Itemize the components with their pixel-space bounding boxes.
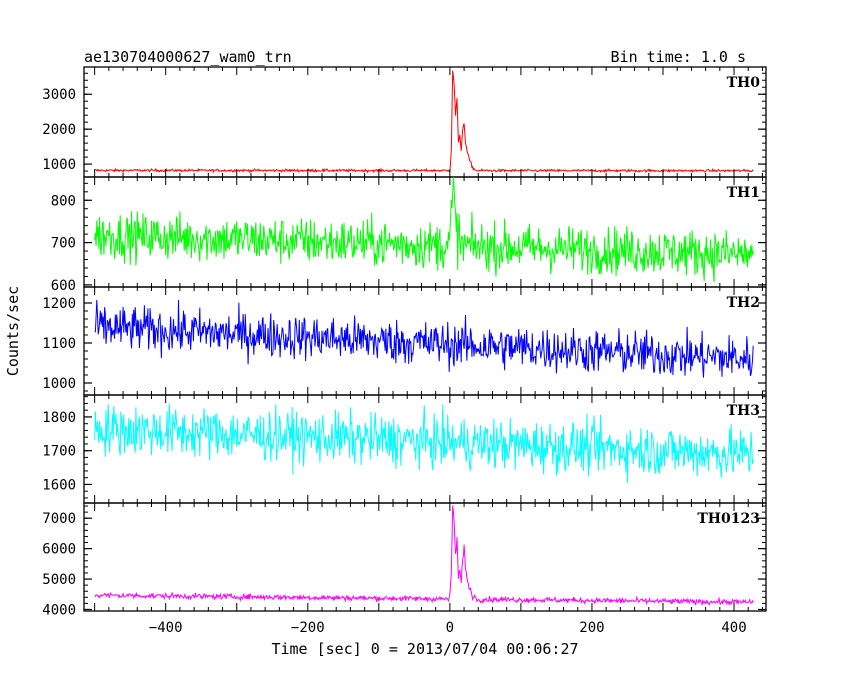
panel-label: TH1	[727, 185, 760, 201]
y-tick-label: 1800	[42, 410, 76, 426]
x-tick-label: −400	[149, 620, 183, 636]
y-tick-label: 800	[51, 193, 76, 209]
x-tick-label: −200	[291, 620, 325, 636]
y-tick-label: 1200	[42, 296, 76, 312]
x-axis: −400 −200 0 200 400	[149, 620, 747, 636]
x-axis-label: Time [sec] 0 = 2013/07/04 00:06:27	[271, 640, 578, 658]
panel-th0123: 4000 5000 6000 7000 TH0123	[42, 502, 767, 618]
panel-frame	[83, 66, 767, 178]
y-tick-label: 1000	[42, 157, 76, 173]
series-line-th0	[94, 70, 754, 174]
series-line-th2	[94, 299, 754, 378]
y-tick-label: 1700	[42, 444, 76, 460]
y-tick-label: 1000	[42, 376, 76, 392]
panel-th0: 1000 2000 3000 TH0	[42, 66, 767, 178]
panels-group: 1000 2000 3000 TH0 600 700 800 TH1 1000 1100 1200 T…	[42, 66, 767, 618]
x-tick-label: 400	[721, 620, 746, 636]
y-tick-label: 700	[51, 236, 76, 252]
y-axis-label: Counts/sec	[4, 286, 22, 376]
y-tick-label: 1100	[42, 336, 76, 352]
panel-label: TH2	[727, 295, 760, 311]
panel-label: TH0	[727, 75, 761, 91]
y-tick-label: 4000	[42, 602, 76, 618]
bin-time-label: Bin time: 1.0 s	[611, 48, 746, 66]
series-line-th0123	[94, 505, 754, 607]
series-line-th1	[94, 176, 754, 283]
panel-frame	[83, 502, 767, 612]
chart-title: ae130704000627_wam0_trn	[84, 48, 292, 66]
panel-th3: 1600 1700 1800 TH3	[42, 394, 767, 504]
y-tick-label: 600	[51, 278, 76, 294]
x-tick-label: 200	[579, 620, 604, 636]
y-tick-label: 6000	[42, 542, 76, 558]
y-tick-label: 5000	[42, 572, 76, 588]
panel-th1: 600 700 800 TH1	[51, 176, 767, 294]
panel-label: TH0123	[697, 511, 760, 527]
y-tick-label: 1600	[42, 477, 76, 493]
panel-th2: 1000 1100 1200 TH2	[42, 286, 767, 396]
series-line-th3	[94, 403, 754, 483]
y-tick-label: 3000	[42, 87, 76, 103]
x-tick-label: 0	[446, 620, 454, 636]
panel-label: TH3	[727, 403, 760, 419]
y-tick-label: 2000	[42, 122, 76, 138]
y-tick-label: 7000	[42, 511, 76, 527]
